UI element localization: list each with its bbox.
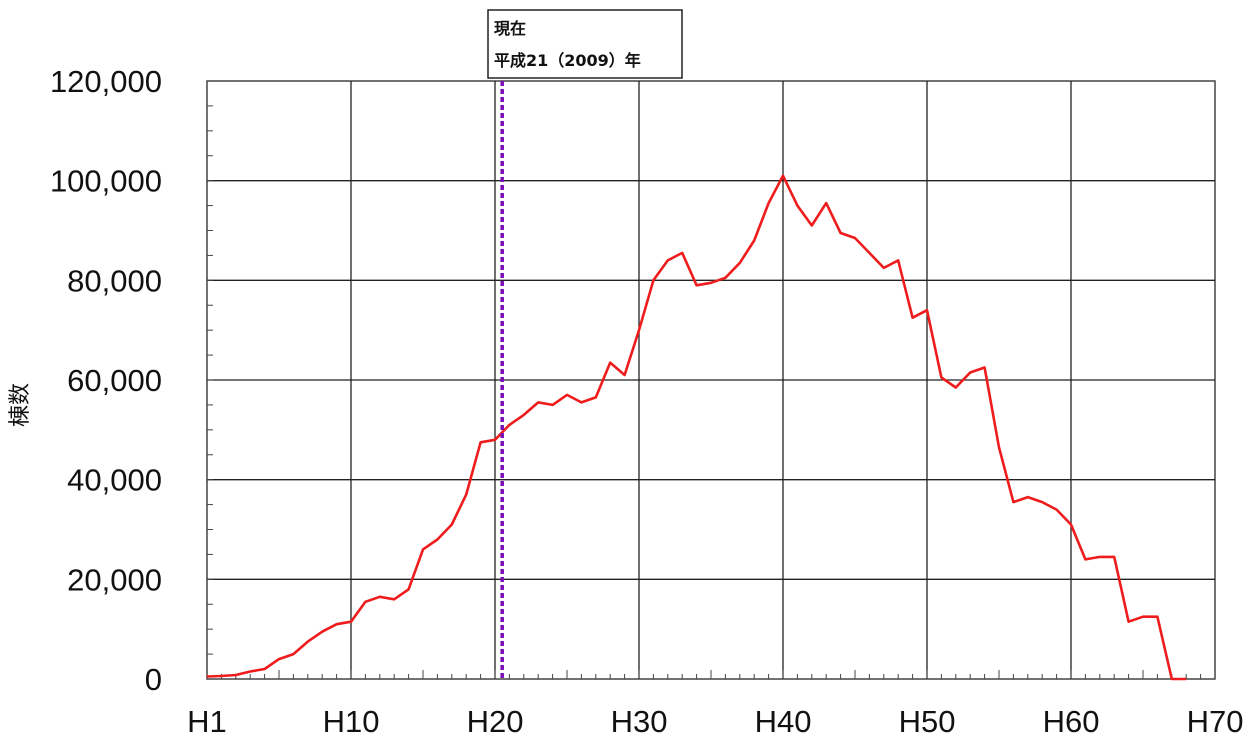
y-tick-label: 80,000 <box>67 263 162 298</box>
x-tick-label: H1 <box>187 704 227 735</box>
x-tick-label: H40 <box>755 704 812 735</box>
y-axis-label: 棟数 <box>8 383 33 427</box>
x-tick-label: H20 <box>467 704 524 735</box>
annotation-line1: 現在 <box>494 19 526 38</box>
y-tick-label: 20,000 <box>67 562 162 597</box>
y-tick-label: 40,000 <box>67 463 162 498</box>
series-line-0 <box>206 174 1187 681</box>
annotation-line2: 平成21（2009）年 <box>494 51 641 70</box>
x-tick-label: H60 <box>1043 704 1100 735</box>
x-tick-label: H70 <box>1187 704 1244 735</box>
x-tick-label: H50 <box>899 704 956 735</box>
y-tick-label: 60,000 <box>67 363 162 398</box>
y-tick-label: 100,000 <box>50 164 162 199</box>
x-tick-label: H30 <box>611 704 668 735</box>
annotation-box <box>487 9 683 79</box>
y-tick-label: 0 <box>145 662 162 697</box>
y-tick-label: 120,000 <box>50 64 162 99</box>
x-tick-label: H10 <box>323 704 380 735</box>
